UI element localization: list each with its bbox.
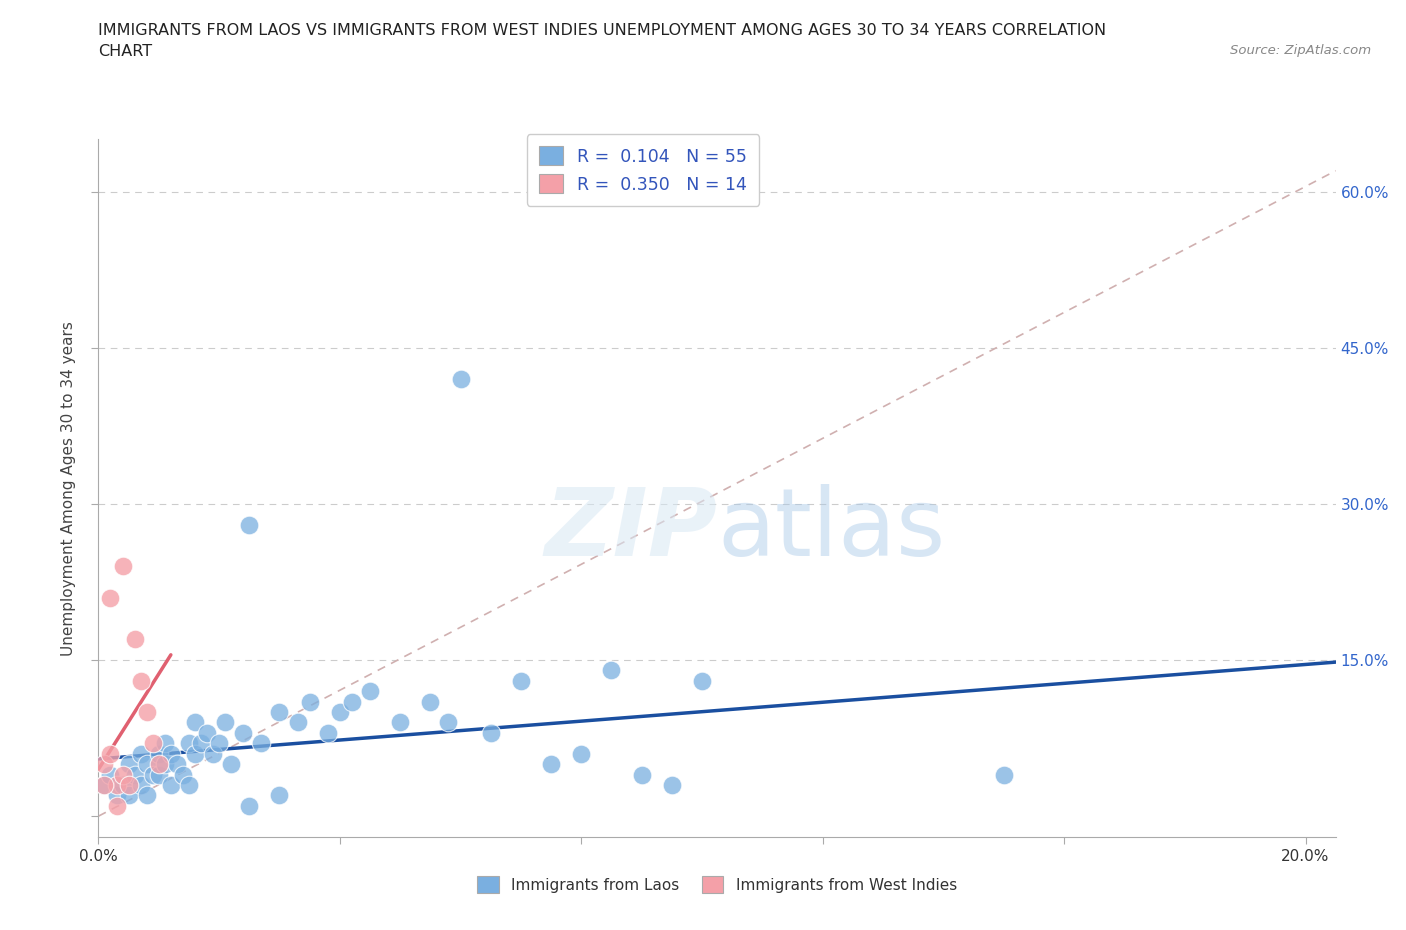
Y-axis label: Unemployment Among Ages 30 to 34 years: Unemployment Among Ages 30 to 34 years: [60, 321, 76, 656]
Point: [117, 757, 139, 772]
Point: [166, 757, 188, 772]
Point: [287, 715, 309, 730]
Point: [190, 736, 212, 751]
Point: [111, 777, 134, 792]
Point: [437, 715, 460, 730]
Point: [148, 767, 170, 782]
Point: [208, 736, 231, 751]
Point: [93, 757, 115, 772]
Point: [250, 736, 273, 751]
Point: [100, 746, 122, 761]
Point: [135, 757, 157, 772]
Point: [419, 694, 441, 709]
Point: [160, 746, 183, 761]
Point: [184, 746, 207, 761]
Point: [298, 694, 321, 709]
Point: [117, 777, 139, 792]
Point: [195, 725, 218, 740]
Point: [93, 777, 115, 792]
Point: [129, 673, 152, 688]
Point: [135, 705, 157, 720]
Point: [93, 777, 115, 792]
Point: [100, 591, 122, 605]
Point: [117, 788, 139, 803]
Point: [540, 757, 562, 772]
Point: [316, 725, 339, 740]
Point: [124, 631, 146, 646]
Point: [232, 725, 254, 740]
Text: IMMIGRANTS FROM LAOS VS IMMIGRANTS FROM WEST INDIES UNEMPLOYMENT AMONG AGES 30 T: IMMIGRANTS FROM LAOS VS IMMIGRANTS FROM …: [98, 23, 1107, 38]
Point: [690, 673, 713, 688]
Point: [105, 777, 128, 792]
Point: [329, 705, 352, 720]
Point: [111, 767, 134, 782]
Point: [219, 757, 242, 772]
Point: [340, 694, 363, 709]
Point: [172, 767, 194, 782]
Point: [600, 663, 623, 678]
Point: [238, 798, 260, 813]
Point: [153, 757, 176, 772]
Point: [630, 767, 652, 782]
Point: [993, 767, 1015, 782]
Point: [389, 715, 412, 730]
Point: [105, 788, 128, 803]
Point: [153, 736, 176, 751]
Legend: Immigrants from Laos, Immigrants from West Indies: Immigrants from Laos, Immigrants from We…: [471, 870, 963, 899]
Point: [661, 777, 683, 792]
Point: [148, 746, 170, 761]
Point: [100, 767, 122, 782]
Point: [450, 371, 472, 386]
Point: [135, 788, 157, 803]
Point: [129, 777, 152, 792]
Text: atlas: atlas: [717, 485, 945, 576]
Point: [269, 705, 291, 720]
Point: [177, 777, 200, 792]
Point: [129, 746, 152, 761]
Point: [177, 736, 200, 751]
Text: Source: ZipAtlas.com: Source: ZipAtlas.com: [1230, 44, 1371, 57]
Point: [148, 757, 170, 772]
Point: [184, 715, 207, 730]
Point: [269, 788, 291, 803]
Point: [569, 746, 592, 761]
Point: [142, 736, 165, 751]
Point: [202, 746, 225, 761]
Point: [238, 517, 260, 532]
Point: [142, 767, 165, 782]
Point: [479, 725, 502, 740]
Point: [160, 777, 183, 792]
Point: [359, 684, 381, 698]
Point: [509, 673, 531, 688]
Text: CHART: CHART: [98, 44, 152, 59]
Point: [124, 767, 146, 782]
Point: [214, 715, 236, 730]
Point: [105, 798, 128, 813]
Point: [111, 559, 134, 574]
Text: ZIP: ZIP: [544, 485, 717, 576]
